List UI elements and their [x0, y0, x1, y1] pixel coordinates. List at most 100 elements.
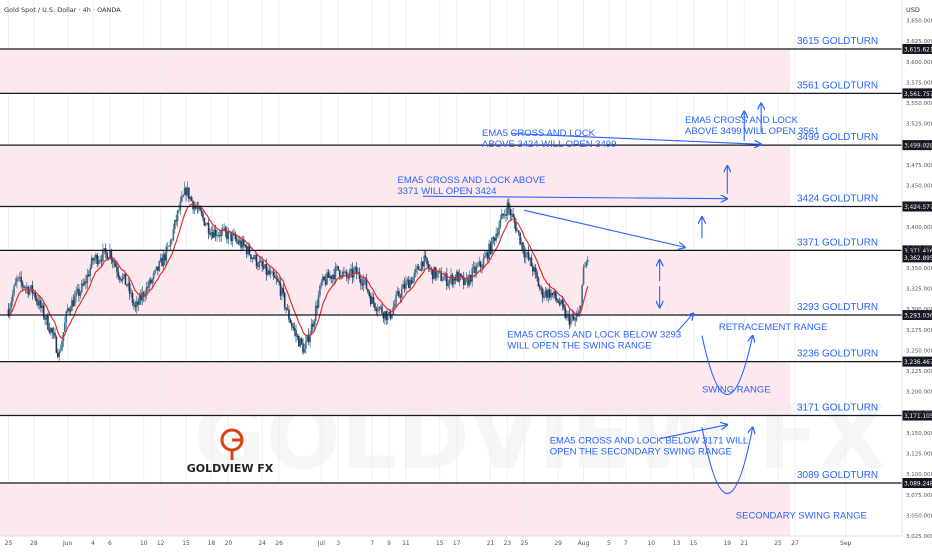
candle-body: [447, 283, 450, 286]
price-tick-label: 3,200.000: [906, 390, 932, 396]
candle-body: [402, 283, 404, 289]
candle-body: [551, 292, 554, 295]
candle-body: [305, 341, 307, 349]
time-tick-label: 15: [182, 540, 190, 547]
candle-body: [251, 257, 254, 259]
time-tick-label: 21: [740, 540, 748, 547]
candle-body: [376, 310, 379, 312]
candle-body: [274, 275, 276, 278]
candle-body: [558, 302, 561, 305]
candle-body: [95, 254, 97, 259]
candle-body: [338, 270, 341, 277]
candle-body: [537, 278, 540, 287]
candle-body: [460, 273, 462, 276]
candle-body: [158, 261, 161, 271]
candle-body: [336, 266, 338, 268]
candle-body: [209, 233, 211, 235]
candle-body: [151, 279, 154, 284]
candle-body: [285, 307, 287, 310]
candle-body: [30, 285, 32, 290]
candle-body: [527, 252, 530, 260]
candle-body: [233, 233, 235, 235]
candle-body: [179, 201, 182, 211]
candle-body: [155, 266, 158, 270]
annotation-text: EMA5 CROSS AND LOCK BELOW 3171 WILL: [550, 436, 749, 447]
candle-body: [406, 279, 409, 282]
candle-body: [403, 283, 406, 289]
price-tick-label: 3,575.000: [906, 80, 932, 86]
candle-body: [554, 291, 557, 299]
price-marker-label: 3,499.028: [904, 144, 932, 150]
candle-body: [114, 262, 117, 267]
candle-body: [544, 290, 547, 296]
candle-body: [498, 226, 500, 235]
candle-body: [333, 274, 335, 280]
candle-body: [474, 266, 476, 273]
price-tick-label: 3,275.000: [906, 328, 932, 334]
candle-body: [162, 254, 165, 267]
candle-body: [574, 319, 576, 321]
price-tick-label: 3,075.000: [906, 493, 932, 499]
candle-body: [96, 254, 99, 264]
candle-body: [137, 301, 139, 305]
candle-body: [446, 273, 448, 286]
candle-body: [27, 286, 29, 295]
candle-body: [444, 273, 447, 278]
candle-body: [65, 311, 68, 323]
candle-body: [226, 231, 228, 240]
candle-body: [563, 304, 565, 308]
time-tick-label: 15: [690, 540, 698, 547]
candle-body: [33, 292, 35, 294]
price-marker: [902, 410, 932, 421]
candle-body: [203, 217, 206, 226]
candle-body: [234, 234, 237, 240]
candle-body: [244, 245, 247, 247]
candle-body: [570, 318, 572, 325]
candle-body: [40, 300, 42, 308]
price-marker: [902, 309, 932, 320]
candle-body: [371, 297, 373, 304]
candle-body: [579, 305, 582, 311]
candle-body: [358, 272, 361, 279]
candle-body: [133, 302, 135, 306]
candle-body: [571, 316, 574, 319]
candle-body: [254, 254, 256, 259]
candle-body: [268, 270, 271, 275]
candle-body: [135, 301, 138, 308]
candle-body: [365, 278, 368, 290]
candle-body: [166, 246, 169, 248]
candle-body: [491, 237, 493, 254]
candle-body: [550, 292, 552, 298]
candle-body: [264, 264, 266, 269]
candle-body: [283, 293, 286, 308]
candle-body: [154, 269, 156, 274]
swing-curve-arrow: [701, 336, 753, 396]
price-tick-label: 3,250.000: [906, 348, 932, 354]
price-tick-label: 3,650.000: [906, 19, 932, 25]
time-tick-label: 18: [208, 540, 216, 547]
candle-body: [382, 313, 385, 319]
candle-body: [68, 308, 70, 311]
candle-body: [278, 280, 280, 283]
candle-body: [420, 261, 423, 271]
candle-body: [71, 300, 73, 312]
levels-layer: 3615 GOLDTURN 3561 GOLDTURN 3499 GOLDTURN 3…: [0, 36, 903, 484]
candle-body: [327, 272, 330, 278]
candle-body: [553, 291, 555, 295]
candle-body: [296, 336, 299, 337]
candle-body: [212, 232, 214, 238]
candle-body: [55, 336, 58, 353]
candle-body: [502, 213, 504, 216]
candle-body: [100, 259, 103, 262]
candle-body: [120, 279, 123, 281]
candle-body: [426, 258, 428, 265]
candle-body: [110, 250, 113, 260]
candle-body: [171, 239, 173, 241]
candle-body: [532, 266, 534, 272]
candle-body: [130, 292, 132, 294]
time-tick-label: 3: [336, 540, 340, 547]
candle-body: [69, 310, 72, 312]
candle-body: [66, 308, 69, 312]
ema-layer: [8, 203, 589, 339]
